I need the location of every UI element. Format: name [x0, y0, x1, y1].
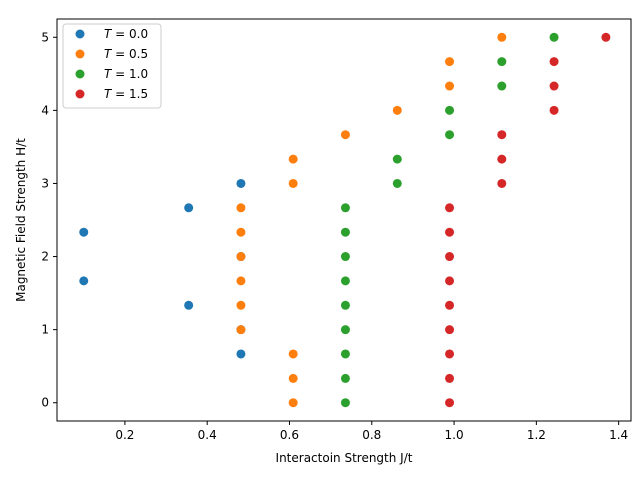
scatter-point: [445, 105, 455, 115]
scatter-point: [236, 178, 246, 188]
scatter-point: [445, 203, 455, 213]
scatter-point: [392, 154, 402, 164]
legend-label: T = 1.5: [104, 87, 148, 101]
x-tick-label: 0.8: [362, 428, 381, 442]
legend-label: T = 0.5: [104, 47, 148, 61]
legend-box: [62, 23, 162, 109]
scatter-point: [497, 57, 507, 67]
scatter-point: [236, 300, 246, 310]
scatter-point: [340, 349, 350, 359]
x-tick-label: 0.6: [280, 428, 299, 442]
legend-label: T = 1.0: [104, 67, 148, 81]
scatter-point: [445, 252, 455, 262]
scatter-point: [445, 300, 455, 310]
x-tick-label: 0.4: [198, 428, 217, 442]
scatter-point: [236, 227, 246, 237]
legend-marker: [75, 49, 85, 59]
scatter-point: [445, 81, 455, 91]
scatter-point: [392, 105, 402, 115]
scatter-point: [445, 349, 455, 359]
y-tick-label: 2: [41, 250, 49, 264]
x-ticks: 0.2 0.4 0.6 0.8 1.0 1.2 1.4: [115, 421, 628, 442]
points-layer: [79, 32, 611, 408]
legend-marker: [75, 69, 85, 79]
scatter-point: [184, 300, 194, 310]
scatter-point: [288, 349, 298, 359]
scatter-point: [236, 203, 246, 213]
scatter-point: [445, 227, 455, 237]
scatter-point: [340, 252, 350, 262]
scatter-point: [340, 203, 350, 213]
legend-marker: [75, 29, 85, 39]
scatter-point: [497, 81, 507, 91]
scatter-point: [549, 57, 559, 67]
scatter-point: [549, 32, 559, 42]
scatter-point: [340, 373, 350, 383]
y-tick-label: 5: [41, 30, 49, 44]
x-tick-label: 1.4: [609, 428, 628, 442]
x-tick-label: 0.2: [115, 428, 134, 442]
scatter-point: [340, 398, 350, 408]
x-axis-label: Interactoin Strength J/t: [276, 451, 413, 465]
scatter-point: [549, 105, 559, 115]
scatter-point: [288, 178, 298, 188]
scatter-point: [288, 398, 298, 408]
scatter-point: [184, 203, 194, 213]
scatter-point: [340, 300, 350, 310]
y-tick-label: 0: [41, 396, 49, 410]
y-tick-label: 3: [41, 176, 49, 190]
scatter-point: [549, 81, 559, 91]
scatter-point: [445, 57, 455, 67]
scatter-point: [445, 325, 455, 335]
y-tick-label: 1: [41, 323, 49, 337]
scatter-point: [445, 130, 455, 140]
y-ticks: 0 1 2 3 4 5: [41, 30, 57, 410]
scatter-point: [497, 130, 507, 140]
scatter-point: [236, 325, 246, 335]
scatter-point: [79, 276, 89, 286]
scatter-point: [236, 276, 246, 286]
scatter-point: [340, 276, 350, 286]
scatter-point: [236, 252, 246, 262]
scatter-point: [236, 349, 246, 359]
scatter-point: [340, 227, 350, 237]
scatter-point: [497, 178, 507, 188]
scatter-point: [79, 227, 89, 237]
scatter-point: [445, 276, 455, 286]
x-tick-label: 1.0: [445, 428, 464, 442]
scatter-point: [340, 130, 350, 140]
scatter-point: [445, 373, 455, 383]
scatter-point: [288, 373, 298, 383]
legend-marker: [75, 89, 85, 99]
legend: T = 0.0 T = 0.5 T = 1.0 T = 1.5: [62, 23, 162, 109]
scatter-point: [445, 398, 455, 408]
scatter-point: [601, 32, 611, 42]
scatter-point: [340, 325, 350, 335]
scatter-point: [497, 154, 507, 164]
scatter-point: [497, 32, 507, 42]
x-tick-label: 1.2: [527, 428, 546, 442]
plot-frame: [56, 18, 632, 422]
y-tick-label: 4: [41, 103, 49, 117]
scatter-point: [288, 154, 298, 164]
scatter-point: [392, 178, 402, 188]
y-axis-label: Magnetic Field Strength H/t: [14, 138, 28, 302]
legend-label: T = 0.0: [104, 27, 148, 41]
